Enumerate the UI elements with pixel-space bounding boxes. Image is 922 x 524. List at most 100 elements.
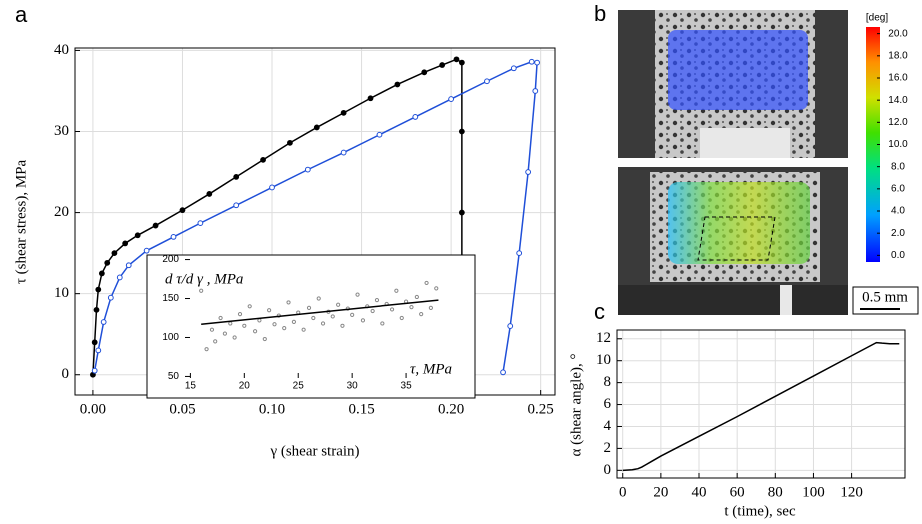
data-point (257, 318, 262, 323)
x-tick-label: 0.25 (528, 401, 554, 417)
data-point (510, 65, 517, 72)
y-tick-label: 6 (604, 396, 612, 412)
x-tick-label: 20 (653, 484, 668, 500)
x-tick-label: 15 (185, 381, 197, 392)
data-point (262, 336, 267, 342)
data-point (206, 191, 213, 197)
colorbar-tick-label: 10.0 (888, 139, 908, 150)
data-point (269, 184, 275, 191)
scale-bar-label: 0.5 mm (862, 289, 908, 305)
data-point (394, 81, 401, 88)
data-point (409, 304, 414, 310)
y-tick-label: 12 (596, 330, 611, 346)
y-tick-label: 4 (604, 418, 612, 434)
data-point (532, 88, 539, 94)
x-axis-title: γ (shear strain) (269, 443, 359, 459)
data-point (360, 318, 366, 323)
data-point (316, 296, 321, 301)
data-point (448, 96, 455, 102)
data-point (91, 339, 98, 346)
data-point (122, 240, 129, 247)
data-point (242, 323, 247, 328)
data-point (272, 322, 277, 327)
data-point (458, 59, 465, 66)
x-tick-label: 120 (840, 484, 863, 500)
data-point (534, 59, 540, 66)
data-point (380, 321, 385, 326)
data-point (421, 69, 428, 76)
y-tick-label: 0 (604, 462, 612, 478)
x-tick-label: 80 (768, 484, 783, 500)
data-point (286, 300, 291, 305)
data-point (367, 95, 374, 102)
data-point (232, 335, 237, 340)
series-line (201, 299, 439, 325)
data-point (301, 327, 306, 332)
image-top (618, 10, 848, 158)
y-axis-title: α (shear angle), ° (568, 354, 584, 457)
data-point (389, 307, 395, 312)
data-point (233, 202, 240, 209)
x-tick-label: 100 (802, 484, 825, 500)
data-point (340, 109, 347, 116)
y-tick-label: 20 (54, 204, 69, 220)
series-line (622, 341, 900, 472)
data-point (516, 250, 523, 257)
panel-label: c (594, 299, 605, 324)
data-point (93, 306, 100, 313)
plot: 0 20 40 60 80 100 120 0 2 4 6 8 10 12 t (time), sec α (… (568, 329, 906, 519)
data-point (252, 329, 258, 334)
y-tick-label: 10 (596, 352, 611, 368)
data-point (528, 58, 535, 65)
data-point (116, 274, 123, 281)
data-point (304, 166, 311, 173)
data-point (104, 259, 111, 266)
colorbar-tick-label: 20.0 (888, 28, 908, 39)
colorbar-tick-label: 4.0 (891, 206, 905, 217)
data-point (525, 169, 532, 175)
inset-frame (146, 254, 476, 399)
data-point (507, 323, 514, 329)
y-tick-label: 40 (54, 42, 69, 58)
x-tick-label: 40 (692, 484, 707, 500)
data-point (340, 149, 347, 156)
data-point (197, 220, 204, 227)
data-point (306, 305, 312, 310)
data-point (330, 314, 335, 319)
data-point (98, 270, 105, 277)
data-point (291, 319, 297, 324)
data-point (340, 323, 345, 328)
x-tick-label: 0.20 (438, 401, 464, 417)
data-point (313, 124, 320, 131)
colorbar-tick-label: 12.0 (888, 117, 908, 128)
data-point (222, 331, 228, 336)
data-point (209, 327, 215, 332)
data-point (458, 209, 465, 216)
data-point (282, 326, 287, 331)
data-point (412, 114, 419, 120)
data-point (213, 339, 218, 344)
data-point (336, 302, 341, 307)
colorbar-tick-label: 2.0 (891, 228, 905, 239)
plot-frame (616, 329, 906, 479)
data-point (233, 174, 240, 180)
data-point (107, 294, 114, 301)
data-point (434, 286, 439, 291)
data-point (199, 288, 204, 293)
data-point (204, 347, 209, 352)
data-point (95, 286, 102, 293)
panel-label: a (15, 2, 28, 27)
data-point (399, 315, 404, 321)
x-tick-label: 0.15 (348, 401, 374, 417)
panel-label: b (594, 1, 606, 26)
y-tick-label: 30 (54, 123, 69, 139)
colorbar-tick-label: 18.0 (888, 50, 908, 61)
data-point (100, 319, 107, 325)
data-point (91, 367, 98, 374)
data-point (267, 308, 272, 313)
x-tick-label: 35 (401, 381, 413, 392)
y-tick-label: 150 (162, 293, 179, 304)
data-point (152, 222, 159, 229)
y-tick-label: 200 (162, 254, 179, 265)
